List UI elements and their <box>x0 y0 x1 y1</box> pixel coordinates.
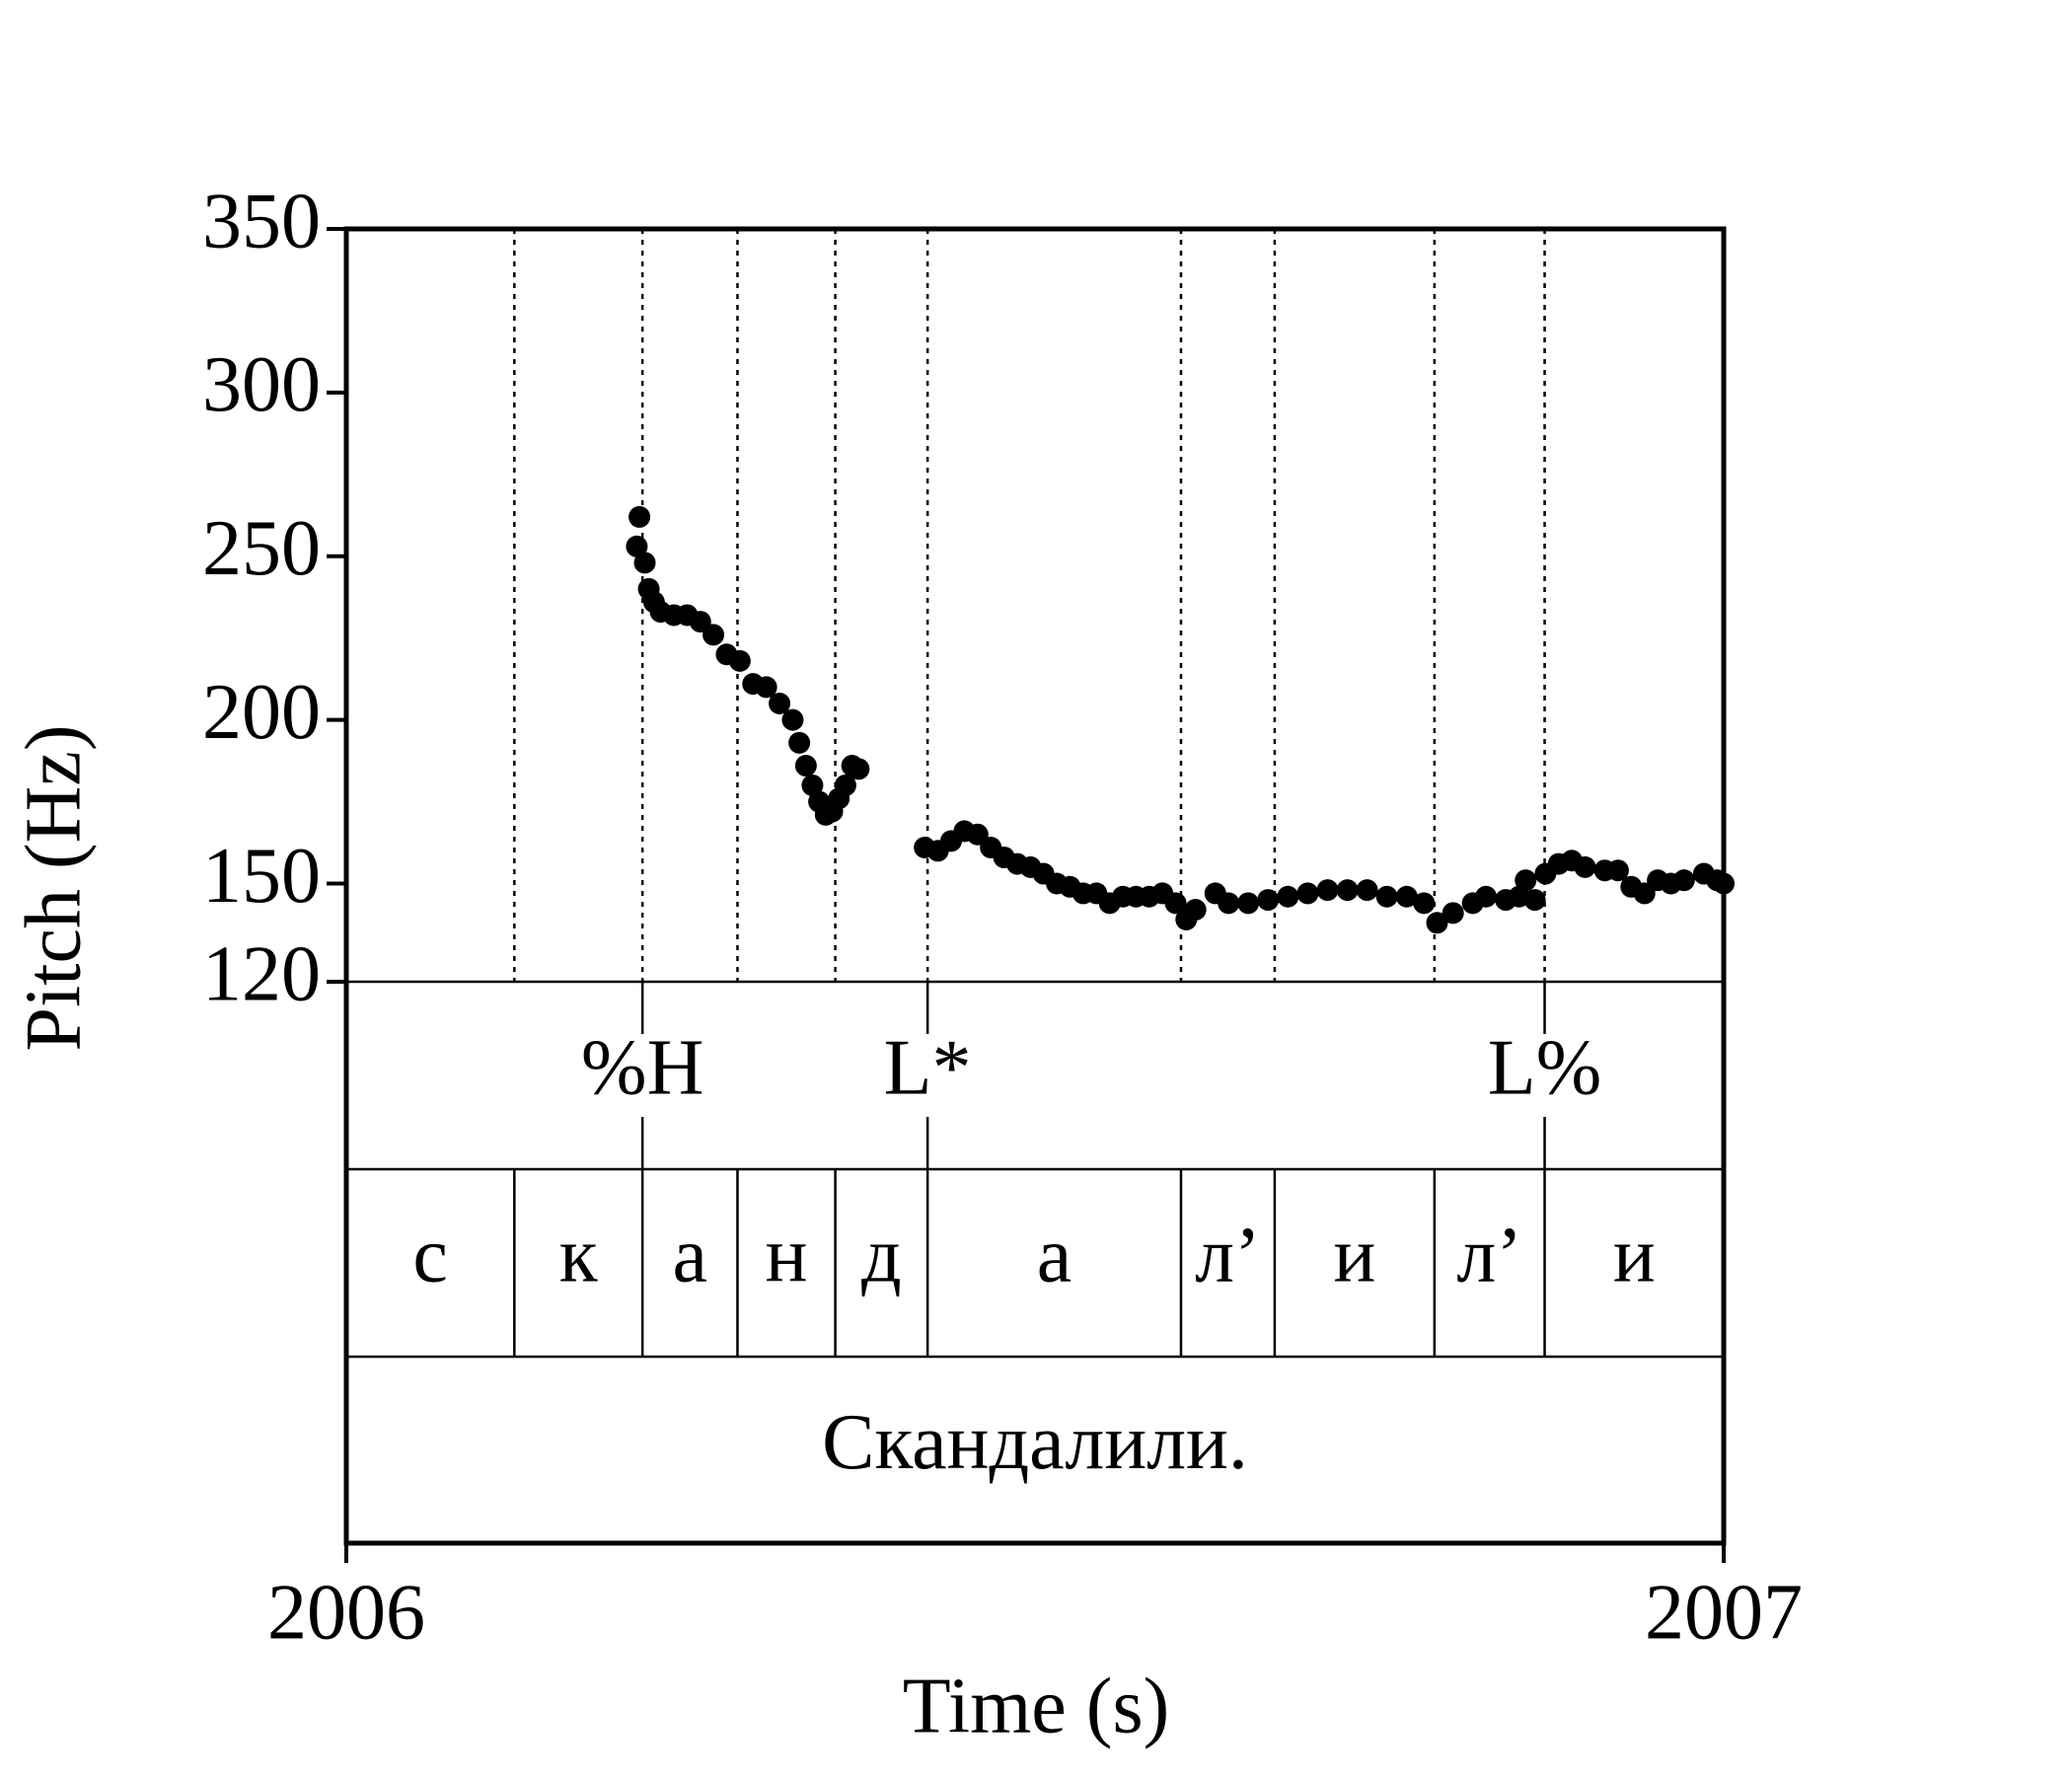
pitch-point <box>1523 889 1546 912</box>
x-axis-label: Time (s) <box>903 1663 1169 1749</box>
segment-label: а <box>673 1212 708 1298</box>
segment-label: д <box>861 1212 902 1298</box>
pitch-point <box>755 676 777 699</box>
word-label: Скандалили. <box>822 1399 1248 1486</box>
pitch-point <box>788 731 811 754</box>
segment-label: л’ <box>1456 1212 1522 1298</box>
pitch-point <box>1672 869 1695 892</box>
segment-label: н <box>766 1212 808 1298</box>
pitch-point <box>781 708 804 731</box>
pitch-point <box>1336 879 1359 902</box>
pitch-point <box>1356 879 1378 902</box>
pitch-point <box>1606 859 1629 882</box>
frame <box>343 226 1727 1546</box>
segment-label: к <box>559 1212 598 1298</box>
pitch-point <box>1395 885 1418 908</box>
pitch-point <box>1574 855 1596 878</box>
pitch-point <box>629 505 651 528</box>
y-tick-label: 200 <box>202 669 321 756</box>
y-tick-label: 350 <box>202 178 321 264</box>
pitch-point <box>794 755 817 777</box>
y-tick-label: 150 <box>202 833 321 920</box>
y-axis-label: Pitch (Hz) <box>10 724 97 1051</box>
pitch-point <box>1257 889 1280 912</box>
pitch-point <box>848 758 870 780</box>
segment-label: л’ <box>1195 1212 1261 1298</box>
pitch-point <box>1426 912 1448 934</box>
pitch-point <box>1515 869 1537 892</box>
y-tick-label: 300 <box>202 341 321 428</box>
pitch-point <box>1375 885 1398 908</box>
segment-label: а <box>1037 1212 1073 1298</box>
segment-label: с <box>412 1212 448 1298</box>
pitch-point <box>1316 879 1339 902</box>
x-tick-label: 2007 <box>1645 1569 1803 1656</box>
pitch-point <box>769 693 791 715</box>
pitch-point <box>1277 885 1299 908</box>
tone-label: L* <box>884 1024 972 1111</box>
x-tick-label: 2006 <box>267 1569 425 1656</box>
pitch-point <box>1218 892 1240 915</box>
pitch-point <box>1296 882 1319 905</box>
pitch-point <box>1164 892 1187 915</box>
pitch-point <box>801 774 824 796</box>
tone-label: L% <box>1488 1024 1602 1111</box>
pitch-point <box>1413 892 1436 915</box>
y-tick-label: 250 <box>202 505 321 592</box>
pitch-point <box>626 535 648 557</box>
pitch-point <box>966 823 989 846</box>
pitch-point <box>1237 892 1260 915</box>
pitch-point <box>703 624 725 646</box>
pitch-point <box>1184 899 1207 922</box>
pitch-point <box>633 552 656 574</box>
pitch-point <box>1475 885 1498 908</box>
pitch-point <box>1633 882 1656 905</box>
tone-label: %H <box>581 1024 703 1111</box>
pitch-point <box>728 649 751 672</box>
y-tick-label: 120 <box>202 930 321 1017</box>
pitch-point <box>834 774 856 796</box>
segment-label: и <box>1613 1212 1656 1298</box>
segment-label: и <box>1333 1212 1375 1298</box>
pitch-point <box>1442 902 1464 925</box>
